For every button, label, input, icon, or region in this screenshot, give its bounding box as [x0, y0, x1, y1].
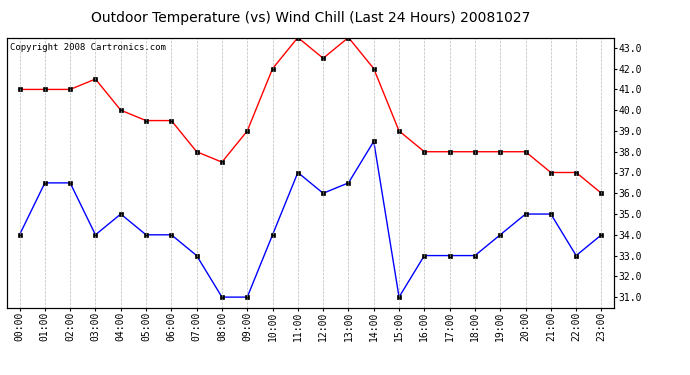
Text: Copyright 2008 Cartronics.com: Copyright 2008 Cartronics.com — [10, 43, 166, 52]
Text: Outdoor Temperature (vs) Wind Chill (Last 24 Hours) 20081027: Outdoor Temperature (vs) Wind Chill (Las… — [91, 11, 530, 25]
